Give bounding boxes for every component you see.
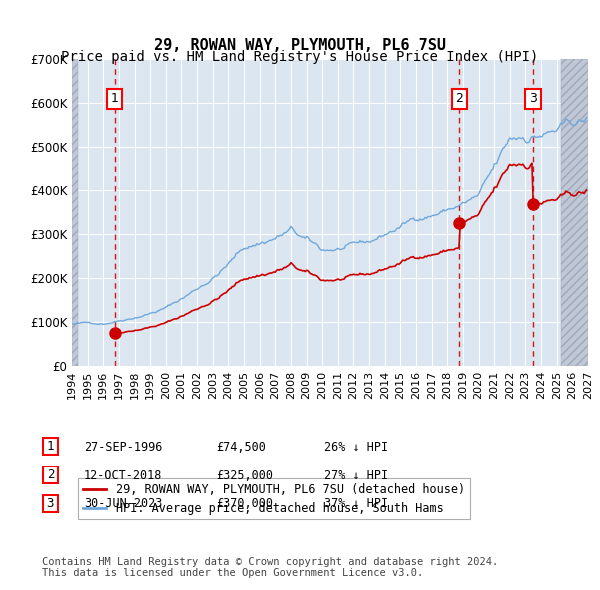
FancyBboxPatch shape <box>43 438 58 455</box>
Text: Contains HM Land Registry data © Crown copyright and database right 2024.
This d: Contains HM Land Registry data © Crown c… <box>42 556 498 578</box>
FancyBboxPatch shape <box>43 467 58 483</box>
Text: 30-JUN-2023: 30-JUN-2023 <box>84 497 163 510</box>
Text: 1: 1 <box>47 440 54 453</box>
FancyBboxPatch shape <box>43 495 58 512</box>
Text: 3: 3 <box>47 497 54 510</box>
Text: 1: 1 <box>111 93 119 106</box>
Text: 12-OCT-2018: 12-OCT-2018 <box>84 469 163 482</box>
Text: 2: 2 <box>455 93 463 106</box>
Text: £325,000: £325,000 <box>216 469 273 482</box>
Text: 27% ↓ HPI: 27% ↓ HPI <box>324 469 388 482</box>
Legend: 29, ROWAN WAY, PLYMOUTH, PL6 7SU (detached house), HPI: Average price, detached : 29, ROWAN WAY, PLYMOUTH, PL6 7SU (detach… <box>78 478 470 519</box>
Text: 2: 2 <box>47 468 54 481</box>
Text: 3: 3 <box>529 93 537 106</box>
Bar <box>560 59 588 366</box>
Text: 27-SEP-1996: 27-SEP-1996 <box>84 441 163 454</box>
Text: Price paid vs. HM Land Registry's House Price Index (HPI): Price paid vs. HM Land Registry's House … <box>61 50 539 64</box>
Bar <box>72 59 79 366</box>
Text: £370,000: £370,000 <box>216 497 273 510</box>
Text: 26% ↓ HPI: 26% ↓ HPI <box>324 441 388 454</box>
Text: 29, ROWAN WAY, PLYMOUTH, PL6 7SU: 29, ROWAN WAY, PLYMOUTH, PL6 7SU <box>154 38 446 53</box>
Text: £74,500: £74,500 <box>216 441 266 454</box>
Text: 37% ↓ HPI: 37% ↓ HPI <box>324 497 388 510</box>
